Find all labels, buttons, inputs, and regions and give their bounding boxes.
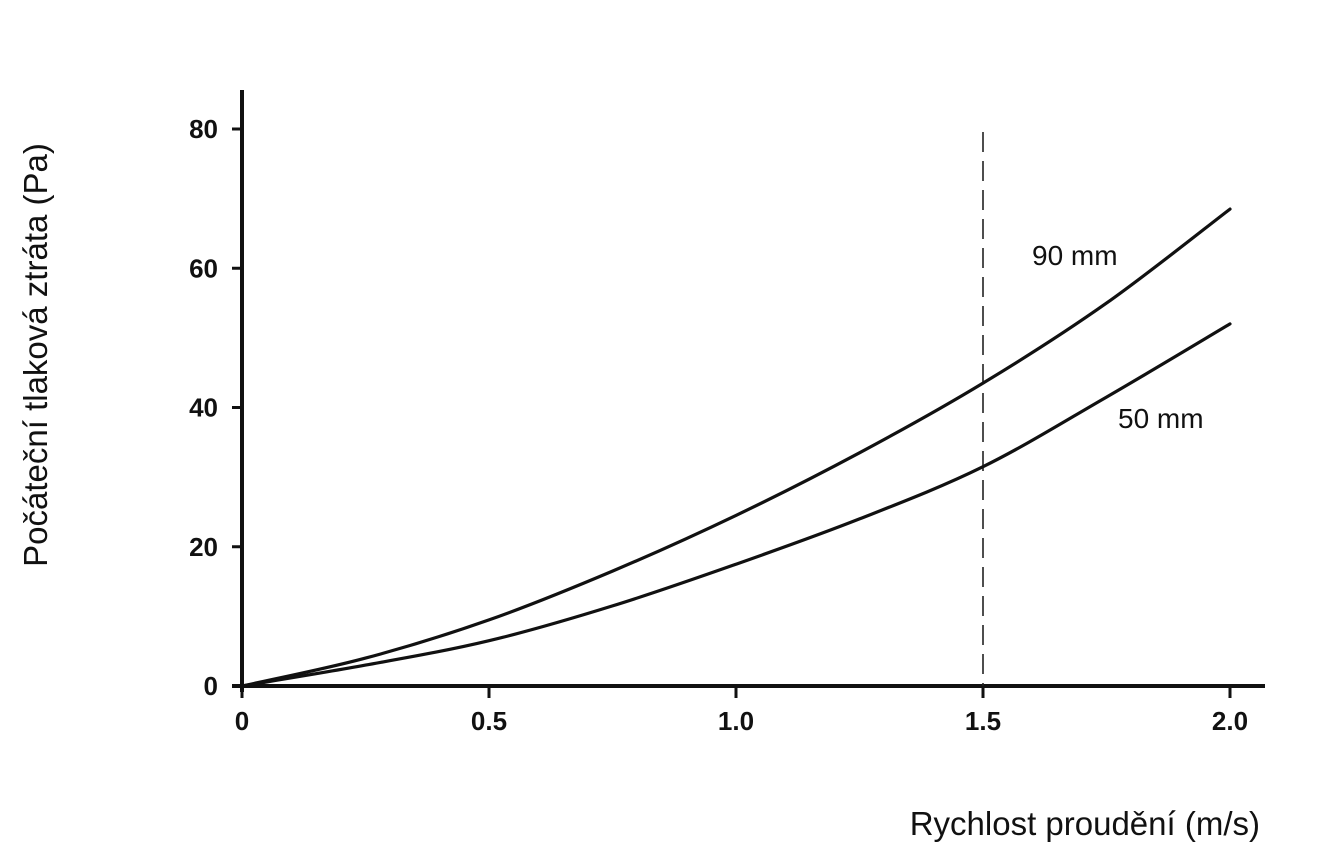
y-axis-title: Počáteční tlaková ztráta (Pa) [17,143,54,567]
x-tick-label: 0 [235,706,249,736]
series-line-90-mm [240,207,1232,688]
x-tick-label: 2.0 [1212,706,1248,736]
x-tick-label: 1.0 [718,706,754,736]
y-tick-label: 0 [204,671,218,701]
x-axis-title: Rychlost proudění (m/s) [910,805,1260,842]
series-label-90-mm: 90 mm [1032,240,1118,271]
y-tick-label: 60 [189,253,218,283]
series-label-50-mm: 50 mm [1118,403,1204,434]
x-tick-label: 0.5 [471,706,507,736]
series-line-50-mm [240,322,1232,688]
y-tick-label: 80 [189,114,218,144]
y-tick-label: 40 [189,393,218,423]
y-tick-label: 20 [189,532,218,562]
x-tick-label: 1.5 [965,706,1001,736]
